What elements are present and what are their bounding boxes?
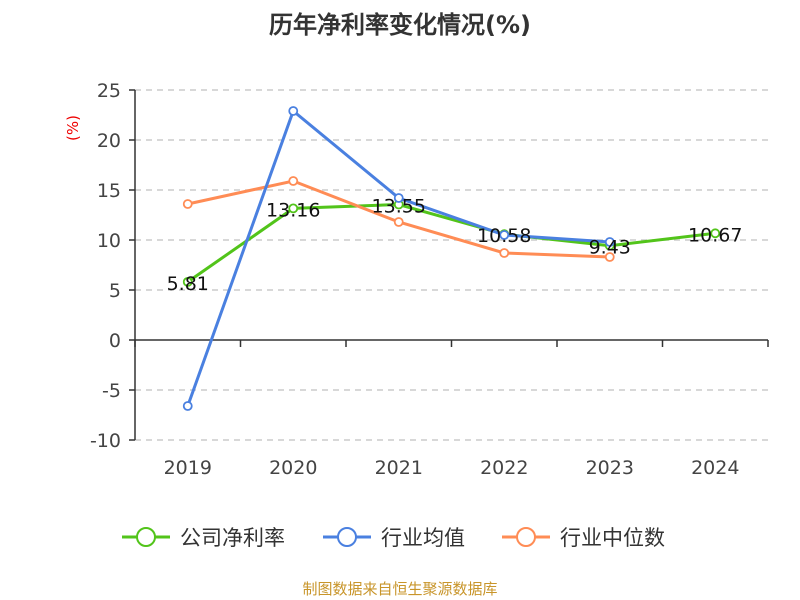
- data-label: 5.81: [167, 273, 209, 295]
- data-label: 13.55: [372, 196, 426, 218]
- y-tick-label: -5: [102, 380, 121, 402]
- legend-marker[interactable]: [136, 527, 156, 547]
- data-label: 10.67: [688, 224, 742, 246]
- data-point[interactable]: [604, 237, 615, 247]
- series-line: [186, 202, 716, 284]
- x-tick-label: 2023: [586, 457, 634, 479]
- data-point[interactable]: [499, 248, 510, 258]
- data-point[interactable]: [288, 203, 299, 214]
- y-axis-label: (%): [64, 115, 82, 141]
- legend-item-label[interactable]: 行业均值: [381, 526, 465, 550]
- series-line: [186, 108, 610, 407]
- y-tick-label: 0: [109, 330, 121, 352]
- x-tick-label: 2021: [375, 457, 423, 479]
- y-tick-label: 25: [97, 80, 121, 102]
- data-point[interactable]: [393, 193, 404, 203]
- data-label: 9.43: [589, 237, 631, 259]
- x-tick-label: 2022: [480, 457, 528, 479]
- chart-title: 历年净利率变化情况(%): [269, 11, 531, 39]
- x-tick-label: 2020: [269, 457, 317, 479]
- data-point[interactable]: [288, 106, 299, 116]
- y-tick-label: 10: [97, 230, 121, 252]
- source-note: 制图数据来自恒生聚源数据库: [302, 580, 497, 598]
- legend-item-label[interactable]: 行业中位数: [560, 526, 665, 550]
- y-tick-label: -10: [90, 430, 121, 452]
- x-tick-label: 2024: [691, 457, 739, 479]
- y-tick-label: 20: [97, 130, 121, 152]
- x-tick-label: 2019: [164, 457, 212, 479]
- legend-marker[interactable]: [516, 527, 536, 547]
- data-label: 10.58: [477, 225, 531, 247]
- y-tick-label: 5: [109, 280, 121, 302]
- data-label: 13.16: [266, 199, 320, 221]
- data-point[interactable]: [710, 228, 721, 239]
- y-tick-label: 15: [97, 180, 121, 202]
- data-point[interactable]: [182, 199, 193, 209]
- data-point[interactable]: [393, 217, 404, 227]
- legend-item-label[interactable]: 公司净利率: [180, 526, 285, 550]
- data-point[interactable]: [182, 401, 193, 411]
- data-point[interactable]: [182, 276, 193, 287]
- data-point[interactable]: [499, 230, 510, 240]
- data-point[interactable]: [288, 176, 299, 186]
- data-point[interactable]: [604, 252, 615, 262]
- legend-marker[interactable]: [337, 527, 357, 547]
